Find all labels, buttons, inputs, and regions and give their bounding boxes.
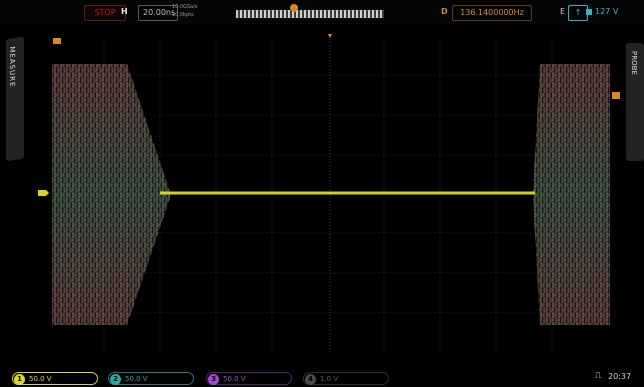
timebase-display[interactable]: 20.00ns bbox=[138, 5, 178, 21]
trigger-time-marker bbox=[328, 34, 332, 38]
run-stop-button[interactable]: STOP bbox=[84, 5, 126, 21]
trigger-level-marker[interactable] bbox=[612, 92, 620, 99]
top-status-bar: STOP H 20.00ns 10.0GSa/s 10.0kpts D 136.… bbox=[0, 0, 644, 24]
trigger-level[interactable]: 127 V bbox=[595, 7, 619, 16]
channel2-button[interactable]: 2 50.0 V bbox=[108, 372, 194, 385]
channel4-scale: 1.0 V bbox=[320, 375, 339, 383]
trigger-position-marker[interactable] bbox=[53, 38, 61, 44]
trigger-level-icon bbox=[586, 9, 592, 15]
trigger-source[interactable]: E bbox=[560, 7, 566, 16]
usb-icon: ⎍ bbox=[595, 371, 602, 381]
memory-depth: 10.0kpts bbox=[172, 12, 194, 18]
horizontal-label: H bbox=[121, 7, 128, 16]
probe-side-tab[interactable]: PROBE bbox=[626, 43, 644, 161]
channel4-button[interactable]: 4 1.0 V bbox=[303, 372, 389, 385]
channel2-scale: 50.0 V bbox=[125, 375, 148, 383]
channel4-number: 4 bbox=[305, 374, 316, 385]
probe-tab-label: PROBE bbox=[630, 51, 638, 75]
delay-label: D bbox=[441, 7, 448, 16]
clock: 20:37 bbox=[608, 372, 632, 381]
frequency-display[interactable]: 136.1400000Hz bbox=[452, 5, 532, 21]
sample-rate: 10.0GSa/s bbox=[172, 4, 198, 10]
channel2-number: 2 bbox=[110, 374, 121, 385]
acquisition-info: 10.0GSa/s 10.0kpts bbox=[172, 3, 198, 23]
channel3-scale: 50.0 V bbox=[223, 375, 246, 383]
channel1-button[interactable]: 1 50.0 V bbox=[12, 372, 98, 385]
trigger-position-icon bbox=[290, 4, 298, 12]
memory-overview-bar[interactable] bbox=[236, 10, 384, 18]
channel1-offset-marker[interactable] bbox=[38, 190, 49, 196]
channel1-number: 1 bbox=[14, 374, 25, 385]
channel3-number: 3 bbox=[208, 374, 219, 385]
channel-bar: 1 50.0 V 2 50.0 V 3 50.0 V 4 1.0 V bbox=[0, 366, 644, 387]
channel1-scale: 50.0 V bbox=[29, 375, 52, 383]
channel3-button[interactable]: 3 50.0 V bbox=[206, 372, 292, 385]
